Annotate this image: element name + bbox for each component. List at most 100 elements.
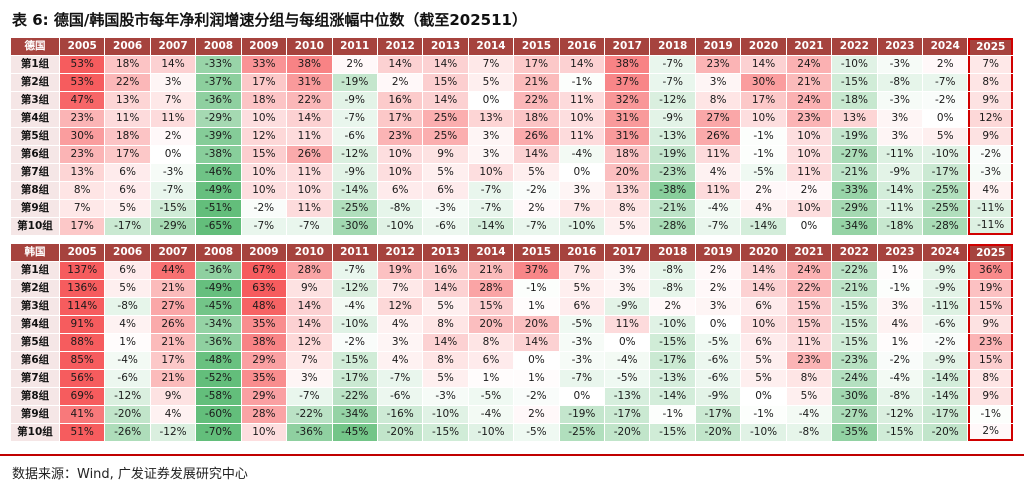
value-cell: 18% — [514, 110, 559, 127]
value-cell: 5% — [423, 370, 468, 387]
value-cell: 38% — [287, 56, 332, 73]
value-cell: -45% — [196, 298, 241, 315]
value-cell: 14% — [741, 280, 786, 297]
value-cell: -17% — [923, 164, 968, 181]
value-cell: 17% — [514, 56, 559, 73]
value-cell: -7% — [150, 182, 196, 199]
value-cell: 3% — [150, 74, 196, 91]
value-cell: 24% — [786, 92, 832, 109]
value-cell: -12% — [877, 406, 923, 423]
value-cell: -25% — [332, 200, 377, 217]
value-cell: 16% — [377, 92, 423, 109]
value-cell: 13% — [468, 110, 514, 127]
value-cell: 0% — [605, 334, 650, 351]
value-cell: 11% — [287, 200, 332, 217]
value-cell: 10% — [377, 146, 423, 163]
value-cell: -21% — [832, 164, 877, 181]
value-cell: -17% — [105, 218, 150, 235]
value-cell: 32% — [605, 92, 650, 109]
value-cell: 28% — [287, 262, 332, 279]
value-cell: -19% — [650, 146, 695, 163]
value-cell: 3% — [877, 128, 923, 145]
value-cell: 2% — [514, 406, 559, 423]
table-row: 第5组 30% 18% 2% -39% 12% 11% -6% 23% 25% 3% 26% 11% 31… — [11, 128, 1013, 145]
value-cell: 5% — [786, 388, 832, 405]
value-cell: 6% — [105, 182, 150, 199]
value-cell: -15% — [832, 298, 877, 315]
value-cell: 67% — [241, 262, 287, 279]
value-cell: 7% — [968, 56, 1013, 73]
value-cell: 48% — [241, 298, 287, 315]
value-cell: 5% — [468, 74, 514, 91]
value-cell: -14% — [468, 218, 514, 235]
value-cell: 15% — [786, 316, 832, 333]
value-cell: -9% — [332, 164, 377, 181]
value-cell: -8% — [650, 262, 695, 279]
column-header: 2007 — [150, 38, 196, 55]
table-row: 第2组 136% 5% 21% -49% 63% 9% -12% 7% 14% 28% -1% 5% 3%… — [11, 280, 1013, 297]
value-cell: -12% — [650, 92, 695, 109]
value-cell: 30% — [741, 74, 786, 91]
table-row: 第9组 41% -20% 4% -60% 28% -22% -34% -16% -10% -4% 2%… — [11, 406, 1013, 423]
value-cell: 13% — [605, 182, 650, 199]
value-cell: 13% — [105, 92, 150, 109]
row-label: 第4组 — [11, 316, 59, 333]
value-cell: -34% — [332, 406, 377, 423]
value-cell: 2% — [923, 56, 968, 73]
value-cell: -17% — [695, 406, 741, 423]
value-cell: 7% — [60, 200, 105, 217]
value-cell: 28% — [241, 406, 287, 423]
value-cell: 0% — [786, 218, 832, 235]
value-cell: -2% — [968, 146, 1013, 163]
column-header: 2009 — [241, 38, 287, 55]
value-cell: -1% — [741, 406, 786, 423]
value-cell: 11% — [105, 110, 150, 127]
value-cell: 21% — [150, 370, 196, 387]
value-cell: -33% — [196, 56, 241, 73]
value-cell: 14% — [514, 334, 559, 351]
value-cell: -36% — [196, 262, 241, 279]
value-cell: 19% — [968, 280, 1013, 297]
value-cell: -6% — [105, 370, 150, 387]
value-cell: 11% — [559, 128, 605, 145]
value-cell: 6% — [105, 164, 150, 181]
value-cell: 14% — [514, 146, 559, 163]
value-cell: -70% — [196, 424, 241, 441]
row-label: 第6组 — [11, 146, 59, 163]
value-cell: -46% — [196, 164, 241, 181]
value-cell: 1% — [877, 262, 923, 279]
value-cell: 26% — [287, 146, 332, 163]
value-cell: -10% — [741, 424, 786, 441]
value-cell: -60% — [196, 406, 241, 423]
value-cell: -2% — [332, 334, 377, 351]
value-cell: -1% — [650, 406, 695, 423]
column-header: 2008 — [196, 244, 241, 261]
heatmap-table-germany: 德国 2005 2006 2007 2008 2009 2010 2011 2012 2013 20… — [10, 37, 1014, 236]
value-cell: 17% — [105, 146, 150, 163]
value-cell: 15% — [968, 352, 1013, 369]
column-header: 2023 — [877, 244, 923, 261]
column-header: 2013 — [423, 244, 468, 261]
column-header: 2025 — [968, 244, 1013, 261]
value-cell: 33% — [241, 56, 287, 73]
column-header: 2019 — [695, 244, 741, 261]
column-header: 2007 — [150, 244, 196, 261]
row-label: 第9组 — [11, 200, 59, 217]
value-cell: 28% — [468, 280, 514, 297]
value-cell: 5% — [105, 200, 150, 217]
value-cell: -10% — [377, 218, 423, 235]
value-cell: -8% — [105, 298, 150, 315]
value-cell: -2% — [241, 200, 287, 217]
value-cell: 36% — [968, 262, 1013, 279]
value-cell: 3% — [877, 298, 923, 315]
value-cell: -3% — [968, 164, 1013, 181]
value-cell: -37% — [196, 74, 241, 91]
row-label: 第4组 — [11, 110, 59, 127]
column-header: 2025 — [968, 38, 1013, 55]
value-cell: -12% — [332, 280, 377, 297]
value-cell: 11% — [287, 128, 332, 145]
value-cell: 12% — [241, 128, 287, 145]
value-cell: -14% — [923, 370, 968, 387]
value-cell: 13% — [60, 164, 105, 181]
value-cell: -25% — [923, 200, 968, 217]
